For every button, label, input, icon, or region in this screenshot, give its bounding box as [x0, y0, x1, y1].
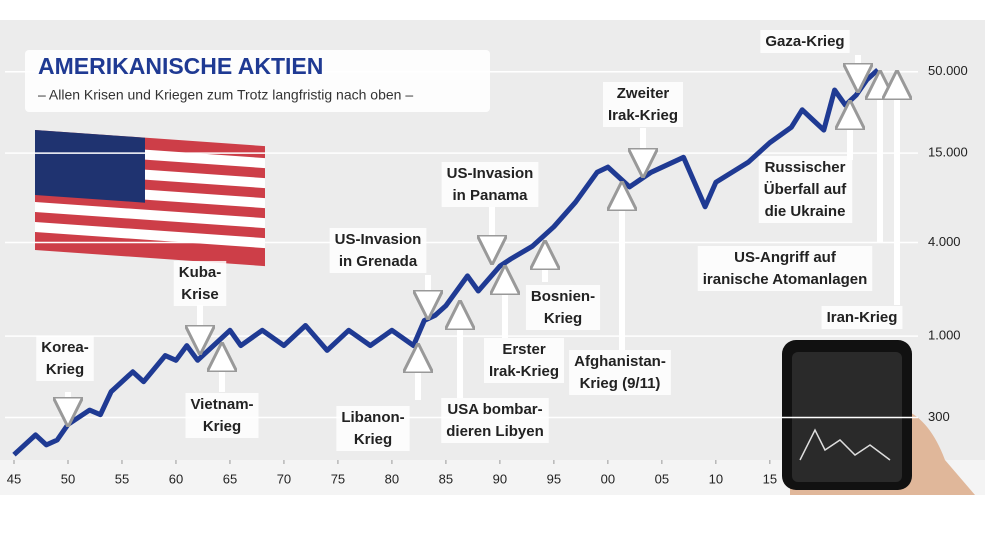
x-tick-label: 75: [331, 471, 345, 486]
chart-title: AMERIKANISCHE AKTIEN: [38, 53, 323, 79]
annotation: US-Invasion in Grenada: [329, 227, 428, 305]
annotation-text: Irak-Krieg: [489, 363, 559, 380]
annotation: Vietnam- Krieg: [185, 357, 259, 438]
annotation-text: Iran-Krieg: [827, 309, 898, 326]
x-tick-label: 85: [439, 471, 453, 486]
annotation-text: Zweiter: [617, 85, 670, 102]
annotation-text: Kuba-: [179, 264, 222, 281]
title-box: [25, 50, 490, 112]
annotation-text: Korea-: [41, 339, 89, 356]
x-tick-label: 05: [655, 471, 669, 486]
annotation-text: iranische Atomanlagen: [703, 271, 868, 288]
annotation: Erster Irak-Krieg: [483, 280, 565, 383]
annotation: Gaza-Krieg: [760, 29, 858, 78]
annotation-box: [329, 227, 427, 273]
x-tick-label: 55: [115, 471, 129, 486]
x-tick-label: 00: [601, 471, 615, 486]
y-tick-label: 4.000: [928, 234, 961, 249]
x-tick-label: 15: [763, 471, 777, 486]
annotation-text: Vietnam-: [190, 396, 253, 413]
annotation: Zweiter Irak-Krieg: [602, 81, 684, 163]
annotation: Libanon- Krieg: [336, 358, 418, 451]
annotation-box: [760, 29, 850, 53]
x-tick-label: 80: [385, 471, 399, 486]
annotation: Kuba- Krise: [173, 260, 227, 340]
annotation-text: US-Invasion: [447, 165, 534, 182]
x-tick-label: 50: [61, 471, 75, 486]
x-tick-label: 95: [547, 471, 561, 486]
annotation: Bosnien- Krieg: [525, 255, 601, 330]
annotation: USA bombar-dieren Libyen: [441, 315, 549, 443]
annotation-box: [441, 161, 539, 207]
x-tick-label: 10: [709, 471, 723, 486]
flag: [35, 130, 265, 267]
annotation-text: Krieg: [46, 361, 84, 378]
annotation-box: [602, 81, 684, 127]
annotation-text: Russischer: [765, 159, 846, 176]
annotation-text: US-Invasion: [335, 231, 422, 248]
phone: [782, 340, 975, 495]
annotation-text: die Ukraine: [765, 203, 846, 220]
annotation-text: in Panama: [452, 187, 528, 204]
annotation-text: Gaza-Krieg: [765, 33, 844, 50]
y-tick-label: 50.000: [928, 63, 968, 78]
annotation-box: [336, 405, 410, 451]
x-tick-label: 60: [169, 471, 183, 486]
x-tick-label: 45: [7, 471, 21, 486]
annotation-text: Krieg (9/11): [580, 375, 661, 392]
y-tick-label: 300: [928, 409, 950, 424]
annotation-box: [821, 305, 903, 329]
annotation-text: Krieg: [544, 310, 582, 327]
annotation-box: [36, 335, 94, 381]
annotation-text: Afghanistan-: [574, 353, 666, 370]
annotation-text: Bosnien-: [531, 288, 595, 305]
annotation-text: Krieg: [203, 418, 241, 435]
annotation: Korea- Krieg: [36, 335, 94, 412]
y-tick-label: 1.000: [928, 328, 961, 343]
x-tick-label: 70: [277, 471, 291, 486]
annotation-text: Irak-Krieg: [608, 107, 678, 124]
annotation-box: [525, 284, 601, 330]
annotation: Iran-Krieg: [821, 85, 903, 329]
annotation-box: [441, 397, 549, 443]
annotation-box: [569, 349, 671, 395]
annotation-box: [758, 155, 853, 223]
y-tick-label: 15.000: [928, 145, 968, 160]
annotation-text: in Grenada: [339, 253, 418, 270]
annotation-text: Erster: [502, 341, 546, 358]
annotation-box: [173, 260, 227, 306]
annotation-text: USA bombar-: [447, 401, 542, 418]
annotation-text: Krieg: [354, 431, 392, 448]
annotation-box: [697, 245, 873, 291]
annotation-text: Überfall auf: [764, 181, 848, 198]
annotation: US-Angriff auf iranische Atomanlagen: [697, 85, 880, 291]
annotation-text: Libanon-: [341, 409, 404, 426]
annotation-text: dieren Libyen: [446, 423, 544, 440]
annotation-text: US-Angriff auf: [734, 249, 837, 266]
annotation: US-Invasion in Panama: [441, 161, 539, 250]
annotation: Russischer Überfall auf die Ukraine: [758, 115, 853, 223]
annotation-text: Krise: [181, 286, 219, 303]
x-tick-label: 90: [493, 471, 507, 486]
annotation: Afghanistan- Krieg (9/11): [569, 196, 671, 395]
annotation-box: [185, 392, 259, 438]
chart-subtitle: – Allen Krisen und Kriegen zum Trotz lan…: [38, 87, 413, 103]
x-tick-label: 65: [223, 471, 237, 486]
annotation-box: [483, 337, 565, 383]
